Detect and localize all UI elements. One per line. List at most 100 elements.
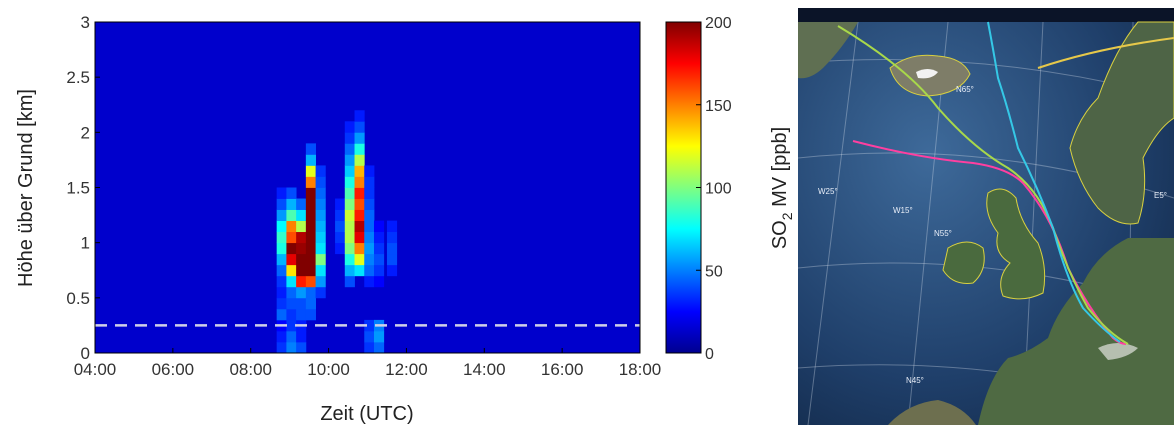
heatmap-cell (364, 187, 375, 199)
heatmap-cell (305, 231, 316, 244)
x-axis-label: Zeit (UTC) (320, 403, 413, 425)
map-label-e5: E5° (1154, 191, 1167, 200)
colorbar-ticks: 0 50 100 150 200 (696, 15, 732, 363)
map-label-w15: W15° (893, 206, 913, 215)
heatmap-cell (354, 209, 365, 221)
heatmap-cell (344, 132, 355, 144)
heatmap-cell (364, 165, 375, 177)
heatmap-cell (354, 253, 365, 266)
trajectory-yellow (1037, 37, 1174, 69)
heatmap-cell (276, 275, 287, 288)
colorbar-tick-label: 100 (705, 181, 732, 198)
heatmap-cell (305, 253, 316, 266)
y-tick-label: 3 (81, 13, 90, 32)
heatmap-cell (276, 264, 287, 277)
heatmap-cell (354, 165, 365, 177)
heatmap-cell (344, 121, 355, 133)
heatmap-cell (286, 209, 297, 221)
x-tick-label: 16:00 (541, 360, 584, 379)
heatmap-cell (286, 286, 297, 299)
heatmap-cell (286, 297, 297, 310)
heatmap-cell (315, 253, 326, 266)
heatmap-cell (276, 231, 287, 244)
heatmap-cell (364, 176, 375, 188)
heatmap-cell (305, 297, 316, 310)
heatmap-cell (296, 242, 307, 255)
heatmap-cell (386, 231, 398, 244)
colorbar-tick-label: 150 (705, 98, 732, 115)
heatmap-cell (315, 231, 326, 244)
trajectory-map: N65° W25° W15° N55° N45° E5° (798, 8, 1174, 425)
heatmap-cell (296, 231, 307, 244)
heatmap-cell (276, 242, 287, 255)
heatmap-cell (373, 275, 385, 288)
y-tick-label: 0 (81, 344, 90, 363)
heatmap-cell (305, 264, 316, 277)
heatmap-cell (364, 341, 375, 354)
map-label-n55: N55° (934, 229, 952, 238)
heatmap-cell (305, 154, 316, 166)
heatmap-cell (335, 231, 346, 244)
x-axis: 04:00 06:00 08:00 10:00 12:00 14:00 16:00 18:00 (74, 348, 661, 379)
colorbar-label: SO2 MV [ppb] (769, 127, 795, 249)
heatmap-cell (286, 253, 297, 266)
heatmap-cell (344, 165, 355, 177)
heatmap-cell (344, 198, 355, 210)
heatmap-cell (354, 242, 365, 255)
space-corner (798, 8, 1174, 22)
y-tick-label: 2 (81, 123, 90, 142)
heatmap-cell (305, 220, 316, 233)
greenland (798, 22, 858, 79)
x-tick-label: 04:00 (74, 360, 117, 379)
heatmap-cell (286, 231, 297, 244)
heatmap-cell (364, 319, 375, 332)
map-label-w25: W25° (818, 187, 838, 196)
heatmap-cell (296, 253, 307, 266)
heatmap-cell (386, 264, 398, 277)
heatmap-cell (286, 198, 297, 210)
heatmap-cell (296, 330, 307, 343)
heatmap-cell (305, 176, 316, 188)
heatmap-cell (386, 220, 398, 233)
y-tick-label: 1 (81, 234, 90, 253)
heatmap-cell (276, 297, 287, 310)
heatmap-cell (364, 264, 375, 277)
heatmap-cell (354, 198, 365, 210)
heatmap-cell (373, 231, 385, 244)
heatmap-cell (364, 330, 375, 343)
heatmap-cell (315, 209, 326, 221)
heatmap-cell (296, 198, 307, 210)
heatmap-cell (344, 231, 355, 244)
heatmap-cell (286, 330, 297, 343)
heatmap-cell (373, 253, 385, 266)
heatmap-cell (276, 209, 287, 221)
great-britain (986, 188, 1046, 300)
heatmap-cell (354, 154, 365, 166)
heatmap-cell (276, 341, 287, 354)
heatmap-cell (315, 242, 326, 255)
heatmap-cell (315, 165, 326, 177)
x-tick-label: 12:00 (385, 360, 428, 379)
heatmap-cell (344, 253, 355, 266)
heatmap-cell (386, 253, 398, 266)
heatmap-cell (286, 220, 297, 233)
heatmap-cell (354, 110, 365, 122)
heatmap-cell (373, 330, 385, 343)
heatmap-cell (305, 242, 316, 255)
heatmap-cell (286, 242, 297, 255)
heatmap-cell (373, 341, 385, 354)
heatmap-cell (276, 308, 287, 321)
colorbar-tick-label: 200 (705, 15, 732, 32)
heatmap-cell (305, 187, 316, 199)
heatmap-cell (315, 275, 326, 288)
heatmap-cell (335, 198, 346, 210)
x-tick-label: 14:00 (463, 360, 506, 379)
heatmap-cell (335, 209, 346, 221)
heatmap-cell (364, 209, 375, 221)
heatmap-cell (344, 220, 355, 233)
heatmap-cell (286, 275, 297, 288)
heatmap-cell (315, 264, 326, 277)
heatmap-cell (364, 242, 375, 255)
heatmap-cell (386, 242, 398, 255)
